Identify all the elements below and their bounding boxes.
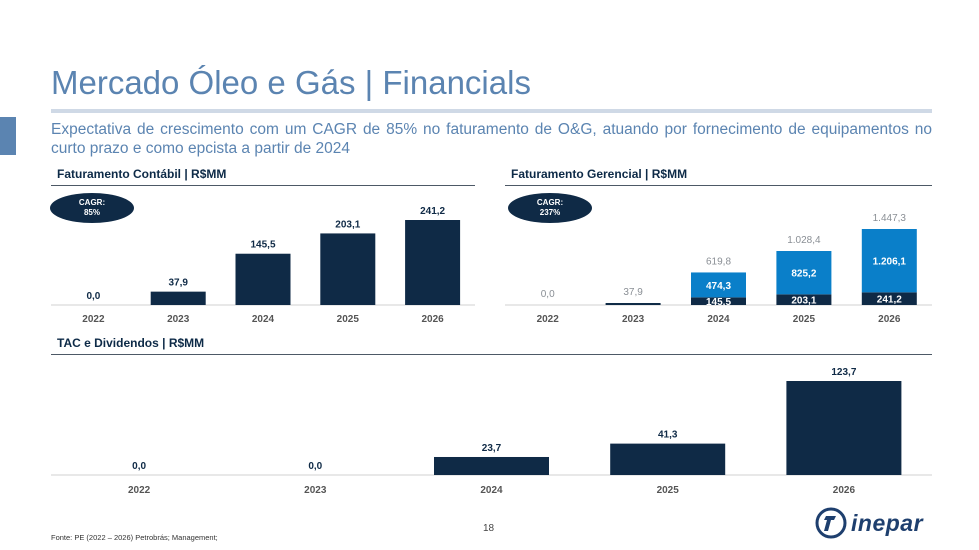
chart3-value-label-2023: 0,0 xyxy=(308,461,322,472)
chart2-segment-label-2026-series2: 1.206,1 xyxy=(873,257,907,268)
chart2-segment-label-2024-series1: 145,5 xyxy=(706,297,731,308)
chart2-total-label-2023: 37,9 xyxy=(623,287,643,298)
chart1-title-rule xyxy=(51,185,475,186)
chart1-x-tick-2022: 2022 xyxy=(82,314,105,325)
chart1-title: Faturamento Contábil | R$MM xyxy=(57,167,227,181)
chart2-bar-2024-series1 xyxy=(691,297,746,305)
chart1-cagr-label: CAGR: xyxy=(78,198,106,207)
chart3-x-tick-2023: 2023 xyxy=(304,485,327,496)
chart1-x-tick-2025: 2025 xyxy=(337,314,360,325)
logo-wordmark: inepar xyxy=(851,509,924,536)
chart1-bar-2023 xyxy=(150,291,206,305)
chart2-bar-2026-series1 xyxy=(861,292,917,305)
chart1-bar-2024 xyxy=(235,253,291,305)
chart2-x-tick-2022: 2022 xyxy=(537,314,560,325)
chart1-x-tick-2024: 2024 xyxy=(252,314,275,325)
title-divider xyxy=(51,109,932,113)
chart2-title: Faturamento Gerencial | R$MM xyxy=(511,167,688,181)
chart1-value-label-2022: 0,0 xyxy=(86,291,100,302)
chart3-value-label-2024: 23,7 xyxy=(482,443,502,454)
chart1-value-label-2025: 203,1 xyxy=(335,219,360,230)
page-subtitle: Expectativa de crescimento com um CAGR d… xyxy=(51,121,932,157)
chart2-segment-label-2024-series2: 474,3 xyxy=(706,281,731,292)
chart1-x-tick-2023: 2023 xyxy=(167,314,190,325)
chart3-value-label-2025: 41,3 xyxy=(658,430,678,441)
inepar-logo: inepar xyxy=(815,506,935,540)
chart3-bar-2026 xyxy=(786,381,902,475)
chart2-bar-2025-series2 xyxy=(776,251,832,295)
chart3-title-rule xyxy=(51,354,932,355)
chart1-x-tick-2026: 2026 xyxy=(421,314,444,325)
chart2-total-label-2024: 619,8 xyxy=(706,256,731,267)
chart2-total-label-2026: 1.447,3 xyxy=(873,213,907,224)
chart1-bar-2026 xyxy=(405,220,461,305)
chart3-bar-2024 xyxy=(434,456,549,475)
source-note: Fonte: PE (2022 – 2026) Petrobrás; Manag… xyxy=(51,533,218,542)
chart1-value-label-2026: 241,2 xyxy=(420,206,445,217)
chart3-value-label-2022: 0,0 xyxy=(132,461,146,472)
chart2-x-tick-2024: 2024 xyxy=(707,314,730,325)
chart2-segment-label-2026-series1: 241,2 xyxy=(877,295,902,306)
chart2-bar-2025-series1 xyxy=(776,294,832,305)
chart2-bar-2024-series2 xyxy=(691,272,746,298)
chart1-cagr-badge: CAGR: 85% xyxy=(50,193,134,223)
chart3-x-tick-2024: 2024 xyxy=(480,485,503,496)
chart2-cagr-value: 237% xyxy=(539,208,561,217)
chart3-value-label-2026: 123,7 xyxy=(831,367,856,378)
chart1-cagr-value: 85% xyxy=(83,208,100,217)
chart1-value-label-2023: 37,9 xyxy=(168,278,188,289)
chart3-svg: 0,0 2022 0,0 2023 23,7 2024 41,3 2025 123,7 2026 xyxy=(51,367,932,496)
chart2-svg: 0,0 2022 37,9 2023 145,5 474,3 619,8 2024 203,1 8… xyxy=(505,213,932,325)
chart3-x-tick-2025: 2025 xyxy=(657,485,680,496)
chart1-svg: 0,0 2022 37,9 2023 145,5 2024 203,1 2025 241,2 20… xyxy=(51,206,475,325)
chart1-bar-2025 xyxy=(320,233,376,305)
chart2-total-label-2025: 1.028,4 xyxy=(787,235,821,246)
chart2-x-tick-2023: 2023 xyxy=(622,314,645,325)
chart3-bar-2025 xyxy=(610,443,726,475)
page-number: 18 xyxy=(483,523,495,534)
chart2-cagr-badge: CAGR: 237% xyxy=(508,193,592,223)
chart1-value-label-2024: 145,5 xyxy=(250,240,275,251)
chart3-x-tick-2022: 2022 xyxy=(128,485,151,496)
chart2-cagr-label: CAGR: xyxy=(536,198,564,207)
side-accent-bar xyxy=(0,117,16,155)
chart2-total-label-2022: 0,0 xyxy=(541,289,555,300)
chart3-title: TAC e Dividendos | R$MM xyxy=(57,336,205,350)
chart2-bar-2026-series2 xyxy=(861,229,917,293)
chart3-x-tick-2026: 2026 xyxy=(833,485,856,496)
chart2-x-tick-2026: 2026 xyxy=(878,314,901,325)
chart2-bar-2023-series1 xyxy=(605,303,661,305)
chart2-title-rule xyxy=(505,185,932,186)
chart2-segment-label-2025-series2: 825,2 xyxy=(791,269,816,280)
chart2-x-tick-2025: 2025 xyxy=(793,314,816,325)
inepar-logo-icon xyxy=(815,507,847,539)
chart2-segment-label-2025-series1: 203,1 xyxy=(791,296,816,307)
page-title: Mercado Óleo e Gás | Financials xyxy=(51,64,531,101)
